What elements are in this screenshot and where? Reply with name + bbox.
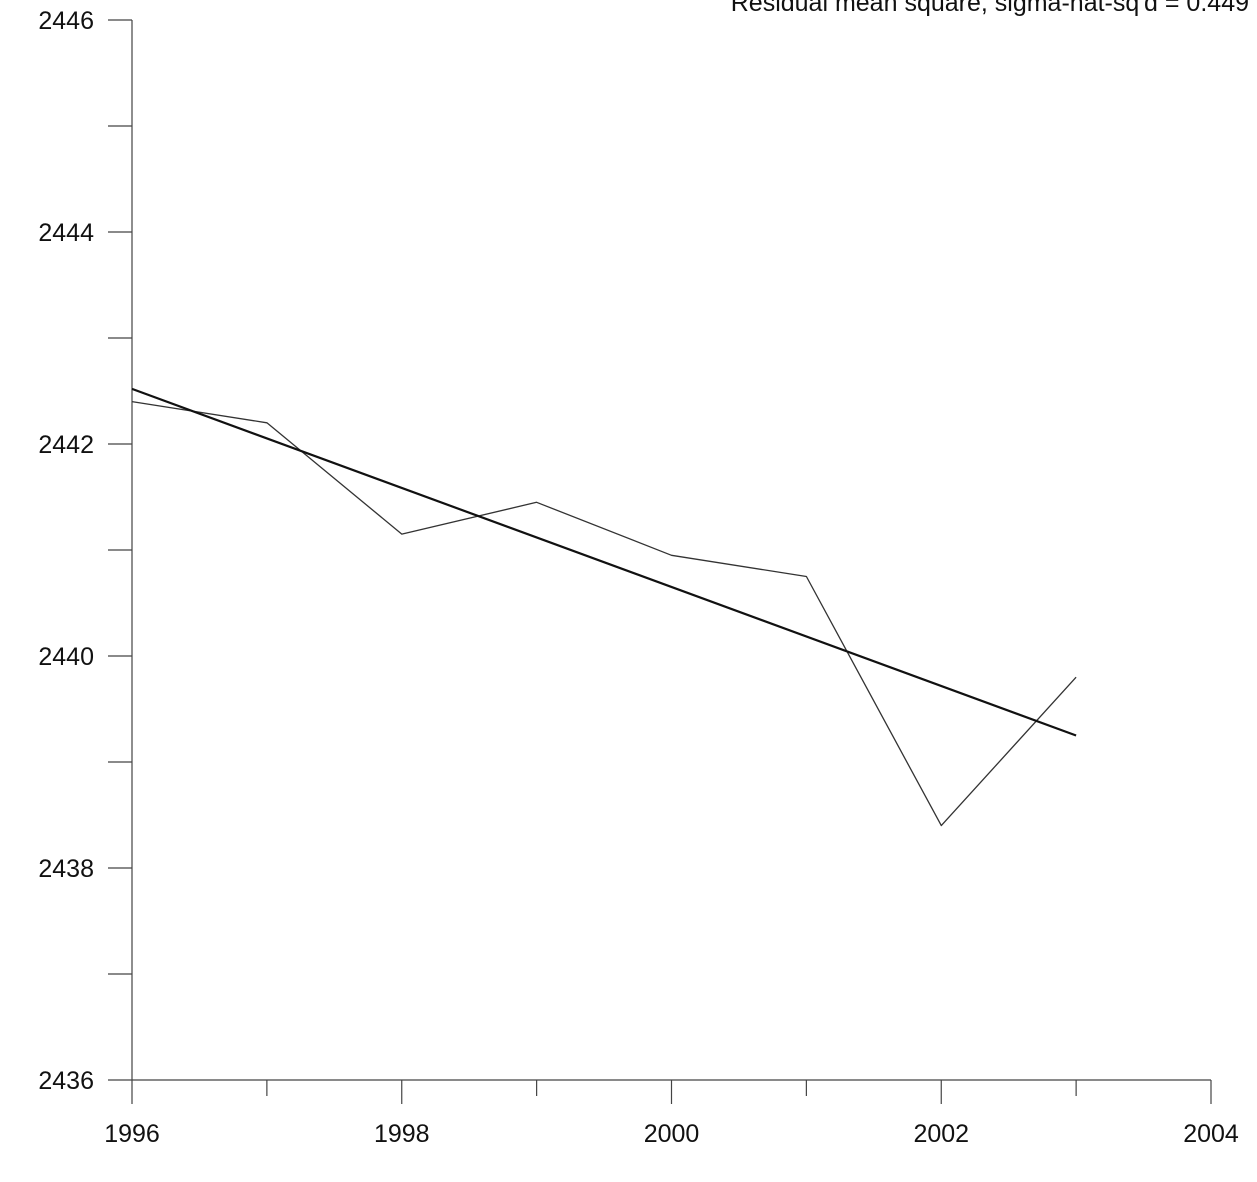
y-tick-label: 2438: [38, 855, 94, 883]
x-tick-label: 1998: [374, 1120, 430, 1148]
chart-axes: [131, 20, 1211, 1081]
chart-tick-labels: 2436 2438 2440 2442 2444 2446 1996 1998 2000 2002…: [38, 7, 1239, 1148]
x-tick-label: 1996: [104, 1120, 160, 1148]
chart-ticks: [108, 19, 1212, 1104]
y-tick-label: 2444: [38, 219, 94, 247]
fitted-trend-line: [131, 387, 1077, 737]
y-tick-label: 2436: [38, 1067, 94, 1095]
observed-series-line: [131, 400, 1077, 827]
x-tick-label: 2002: [913, 1120, 969, 1148]
x-tick-label: 2000: [644, 1120, 700, 1148]
y-tick-label: 2446: [38, 7, 94, 35]
y-tick-label: 2442: [38, 431, 94, 459]
residual-mean-square-annotation: Residual mean square, sigma-hat-sq'd = 0…: [730, 0, 1249, 17]
y-tick-label: 2440: [38, 643, 94, 671]
chart-plot-area: [131, 387, 1077, 827]
x-tick-label: 2004: [1183, 1120, 1239, 1148]
